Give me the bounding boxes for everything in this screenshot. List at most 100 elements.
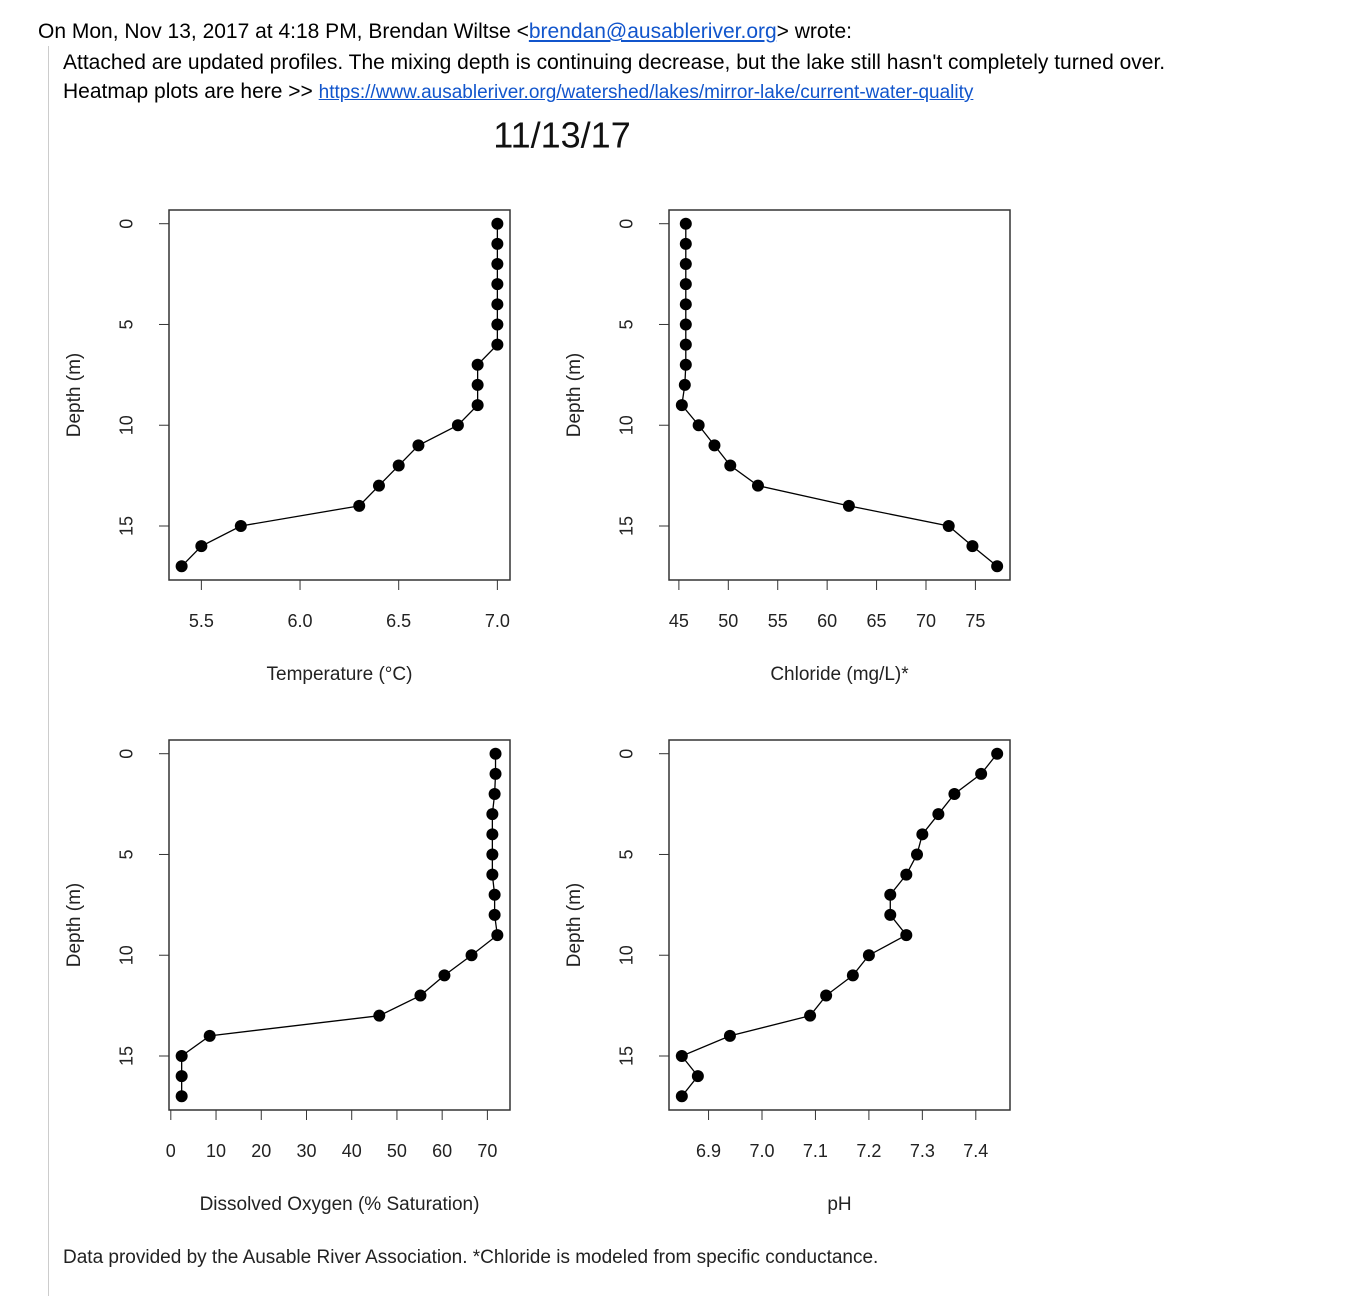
y-tick-label: 10 xyxy=(117,415,137,435)
data-point xyxy=(488,888,501,901)
header-prefix: On Mon, Nov 13, 2017 at 4:18 PM, Brendan… xyxy=(38,20,529,43)
data-point xyxy=(491,258,504,271)
data-point xyxy=(679,358,692,371)
x-tick-label: 70 xyxy=(916,611,936,631)
data-point xyxy=(679,298,692,311)
data-point xyxy=(948,788,961,801)
data-point xyxy=(679,318,692,331)
plot-frame xyxy=(668,739,1011,1111)
data-point xyxy=(353,499,366,512)
x-tick-label: 70 xyxy=(477,1141,497,1161)
x-tick-label: 50 xyxy=(718,611,738,631)
x-tick-label: 45 xyxy=(669,611,689,631)
data-point xyxy=(679,338,692,351)
data-point xyxy=(966,540,979,553)
y-tick-label: 15 xyxy=(617,1046,637,1066)
quote-bar xyxy=(48,46,49,1296)
data-point xyxy=(884,888,897,901)
x-tick-label: 7.4 xyxy=(963,1141,988,1161)
x-tick-label: 10 xyxy=(206,1141,226,1161)
data-point xyxy=(846,969,859,982)
data-point xyxy=(708,439,721,452)
data-point xyxy=(488,788,501,801)
data-point xyxy=(900,868,913,881)
figure-title: 11/13/17 xyxy=(493,115,630,156)
x-tick-label: 30 xyxy=(296,1141,316,1161)
data-point xyxy=(900,929,913,942)
data-point xyxy=(175,560,188,573)
email-header: On Mon, Nov 13, 2017 at 4:18 PM, Brendan… xyxy=(38,20,852,44)
data-point xyxy=(489,747,502,760)
y-tick-label: 0 xyxy=(617,219,637,229)
x-tick-label: 5.5 xyxy=(189,611,214,631)
data-point xyxy=(679,217,692,230)
data-point xyxy=(862,949,875,962)
data-point xyxy=(911,848,923,861)
data-point xyxy=(884,908,897,921)
data-point xyxy=(678,378,691,391)
y-axis-label: Depth (m) xyxy=(64,883,85,967)
profile-line xyxy=(680,753,998,1097)
data-point xyxy=(486,868,499,881)
header-suffix: > wrote: xyxy=(776,20,852,43)
data-point xyxy=(392,459,405,472)
link[interactable]: https://www.ausableriver.org/watershed/l… xyxy=(318,82,974,103)
y-axis-label: Depth (m) xyxy=(64,353,85,437)
data-point xyxy=(675,1049,688,1062)
data-point xyxy=(491,278,504,291)
y-tick-label: 10 xyxy=(617,945,637,965)
x-tick-label: 40 xyxy=(342,1141,362,1161)
x-tick-label: 6.9 xyxy=(696,1141,721,1161)
data-point xyxy=(491,338,504,351)
y-tick-label: 5 xyxy=(117,319,137,329)
data-point xyxy=(691,1070,704,1083)
footnote: Data provided by the Ausable River Assoc… xyxy=(63,1247,878,1268)
x-tick-label: 20 xyxy=(251,1141,271,1161)
plot-frame xyxy=(168,739,511,1111)
x-axis-label: pH xyxy=(827,1194,851,1215)
profile-line xyxy=(181,223,499,567)
x-tick-label: 6.0 xyxy=(288,611,313,631)
x-tick-label: 7.3 xyxy=(910,1141,935,1161)
data-point xyxy=(820,989,833,1002)
data-point xyxy=(724,459,737,472)
data-point xyxy=(489,767,502,780)
y-tick-label: 10 xyxy=(617,415,637,435)
x-tick-label: 60 xyxy=(432,1141,452,1161)
data-point xyxy=(438,969,451,982)
data-point xyxy=(751,479,764,492)
data-point xyxy=(675,399,688,412)
y-tick-label: 15 xyxy=(117,516,137,536)
data-point xyxy=(491,237,504,250)
data-point xyxy=(692,419,705,432)
heatmap-line: Heatmap plots are here >> https://www.au… xyxy=(63,77,1165,107)
y-tick-label: 5 xyxy=(617,849,637,859)
data-point xyxy=(491,929,504,942)
profile-line xyxy=(681,223,998,567)
data-point xyxy=(175,1049,188,1062)
y-tick-label: 5 xyxy=(117,849,137,859)
x-tick-label: 6.5 xyxy=(386,611,411,631)
data-point xyxy=(991,747,1004,760)
heatmap-prefix: Heatmap plots are here >> xyxy=(63,80,313,103)
y-axis-label: Depth (m) xyxy=(564,883,585,967)
data-point xyxy=(675,1090,688,1103)
x-tick-label: 0 xyxy=(166,1141,176,1161)
profile-line xyxy=(181,753,499,1097)
data-point xyxy=(465,949,478,962)
y-tick-label: 0 xyxy=(117,219,137,229)
x-axis-label: Dissolved Oxygen (% Saturation) xyxy=(200,1194,480,1215)
data-point xyxy=(451,419,464,432)
y-tick-label: 5 xyxy=(617,319,637,329)
x-tick-label: 50 xyxy=(387,1141,407,1161)
x-axis-label: Temperature (°C) xyxy=(267,664,413,685)
email-body: Attached are updated profiles. The mixin… xyxy=(63,48,1165,107)
data-point xyxy=(723,1029,736,1042)
data-point xyxy=(491,298,504,311)
data-point xyxy=(412,439,425,452)
sender-email[interactable]: brendan@ausableriver.org xyxy=(528,20,777,43)
y-tick-label: 10 xyxy=(117,945,137,965)
data-point xyxy=(488,908,501,921)
